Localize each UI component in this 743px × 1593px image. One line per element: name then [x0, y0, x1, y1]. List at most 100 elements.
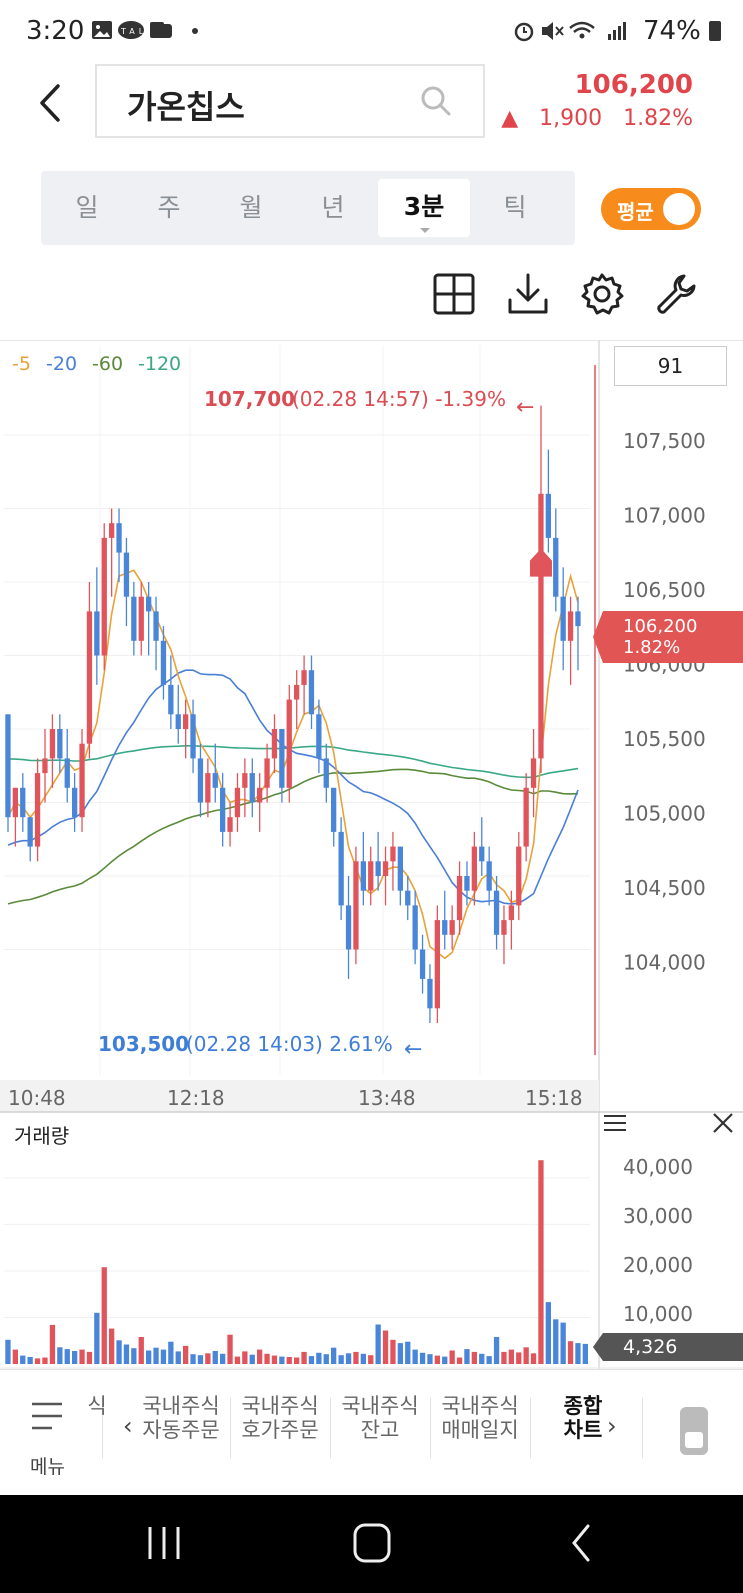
- close-icon[interactable]: [712, 1112, 734, 1134]
- nav-divider: [230, 1398, 231, 1458]
- change-percent: 1.82%: [623, 106, 693, 131]
- candle-body: [197, 758, 204, 803]
- bottom-nav: 메뉴 식 ‹ 국내주식 자동주문 국내주식 호가주문 국내주식 잔고 국내주식 매매일지…: [0, 1369, 743, 1496]
- candle-body: [427, 978, 433, 1009]
- volume-bar: [523, 1347, 529, 1364]
- volume-bar: [338, 1355, 344, 1364]
- tab-3min[interactable]: 3분: [378, 179, 470, 237]
- candle-body: [545, 493, 551, 538]
- toggle-knob: [663, 193, 695, 225]
- nav-item-partial[interactable]: 식: [62, 1394, 132, 1418]
- candle-body: [464, 876, 470, 891]
- settings-icon[interactable]: [580, 272, 624, 316]
- candle-body: [64, 758, 70, 788]
- chevron-right-icon[interactable]: ›: [607, 1412, 617, 1440]
- candle-body: [79, 743, 85, 818]
- nav-item-balance[interactable]: 국내주식 잔고: [332, 1394, 428, 1442]
- candle-body: [456, 876, 463, 921]
- battery-percent: 74%: [643, 16, 722, 46]
- phone-icon[interactable]: [679, 1406, 709, 1456]
- volume-y-tick-label: 20,000: [623, 1253, 693, 1277]
- tab-tick[interactable]: 틱: [503, 193, 527, 222]
- current-price-tag-pointer: [593, 611, 603, 663]
- back-button[interactable]: [30, 78, 70, 128]
- nav-item-combined-chart[interactable]: 종합 차트: [535, 1394, 631, 1442]
- candle-body: [560, 596, 566, 641]
- volume-bar: [101, 1267, 107, 1364]
- candle-body: [242, 773, 248, 788]
- candle-count-box[interactable]: 91: [614, 346, 727, 386]
- candle-body: [360, 861, 366, 891]
- candle-body: [123, 552, 130, 597]
- change-amount: 1,900: [539, 106, 603, 131]
- volume-bar: [486, 1356, 492, 1364]
- wrench-icon[interactable]: [654, 272, 698, 316]
- ma120-line: [7, 744, 579, 779]
- candle-body: [249, 773, 255, 803]
- volume-bar: [560, 1322, 566, 1364]
- candle-body: [220, 787, 226, 832]
- volume-bar: [109, 1328, 115, 1364]
- volume-bar: [168, 1341, 174, 1364]
- tab-month[interactable]: 월: [239, 193, 263, 222]
- candle-body: [397, 846, 403, 891]
- nav-divider: [430, 1398, 431, 1458]
- current-price-tag-value: 106,200: [623, 616, 698, 637]
- candle-body: [493, 890, 500, 935]
- candle-body: [109, 523, 115, 538]
- candle-body: [49, 729, 56, 759]
- nav-item-auto-order-line2: 자동주문: [142, 1418, 220, 1442]
- period-tab-bar: 일 주 월 년 3분 틱: [41, 171, 575, 245]
- menu-button[interactable]: 메뉴: [28, 1400, 68, 1478]
- volume-bar: [42, 1357, 48, 1364]
- volume-bar: [183, 1345, 189, 1364]
- ma-legend-item: -120: [138, 353, 181, 375]
- chevron-left-icon[interactable]: ‹: [123, 1412, 133, 1440]
- volume-bar: [190, 1354, 196, 1364]
- volume-y-tick-label: 30,000: [623, 1204, 693, 1228]
- tab-week[interactable]: 주: [157, 193, 181, 222]
- x-axis-band: [0, 1080, 599, 1112]
- candle-body: [316, 714, 322, 759]
- nav-item-quote-order-line1: 국내주식: [241, 1394, 319, 1418]
- tab-year[interactable]: 년: [321, 193, 345, 222]
- tab-day[interactable]: 일: [75, 193, 99, 222]
- candle-body: [294, 684, 300, 700]
- home-icon[interactable]: [352, 1521, 392, 1565]
- nav-item-balance-line2: 잔고: [360, 1418, 400, 1442]
- candle-body: [146, 596, 152, 612]
- x-tick-label: 15:18: [525, 1086, 583, 1110]
- candlestick-chart[interactable]: 107,500107,000106,500106,000105,500105,0…: [0, 340, 743, 1369]
- status-system-icons: [512, 18, 642, 50]
- stock-search-box[interactable]: 가온칩스: [95, 64, 485, 138]
- candle-body: [94, 611, 100, 656]
- volume-bar: [405, 1341, 411, 1364]
- nav-item-trade-journal[interactable]: 국내주식 매매일지: [432, 1394, 528, 1442]
- average-toggle[interactable]: 평균: [601, 188, 701, 230]
- nav-back-icon[interactable]: [566, 1521, 596, 1565]
- candle-body: [575, 611, 581, 627]
- layout-grid-icon[interactable]: [432, 272, 476, 316]
- volume-bar: [419, 1352, 426, 1364]
- nav-item-quote-order[interactable]: 국내주식 호가주문: [232, 1394, 328, 1442]
- nav-item-auto-order[interactable]: 국내주식 자동주문: [133, 1394, 229, 1442]
- ma5-line: [7, 569, 579, 960]
- hamburger-menu-icon[interactable]: [604, 1114, 626, 1132]
- candle-body: [553, 537, 559, 597]
- high-annotation-detail: (02.28 14:57) -1.39%: [292, 387, 506, 411]
- recent-apps-icon[interactable]: [146, 1523, 182, 1563]
- volume-bar: [257, 1349, 263, 1364]
- volume-bar: [316, 1352, 322, 1364]
- download-icon[interactable]: [506, 272, 550, 316]
- status-bar: 3:20 TALK 74%: [0, 0, 743, 64]
- volume-bar: [160, 1349, 167, 1364]
- volume-bar: [353, 1351, 359, 1364]
- volume-bar: [234, 1356, 241, 1364]
- volume-bar: [582, 1343, 588, 1364]
- search-icon[interactable]: [419, 84, 453, 118]
- volume-bar: [412, 1349, 418, 1364]
- low-annotation-arrow: ←: [404, 1037, 422, 1062]
- nav-divider: [530, 1398, 531, 1458]
- volume-bar: [471, 1351, 477, 1364]
- candle-body: [368, 861, 374, 891]
